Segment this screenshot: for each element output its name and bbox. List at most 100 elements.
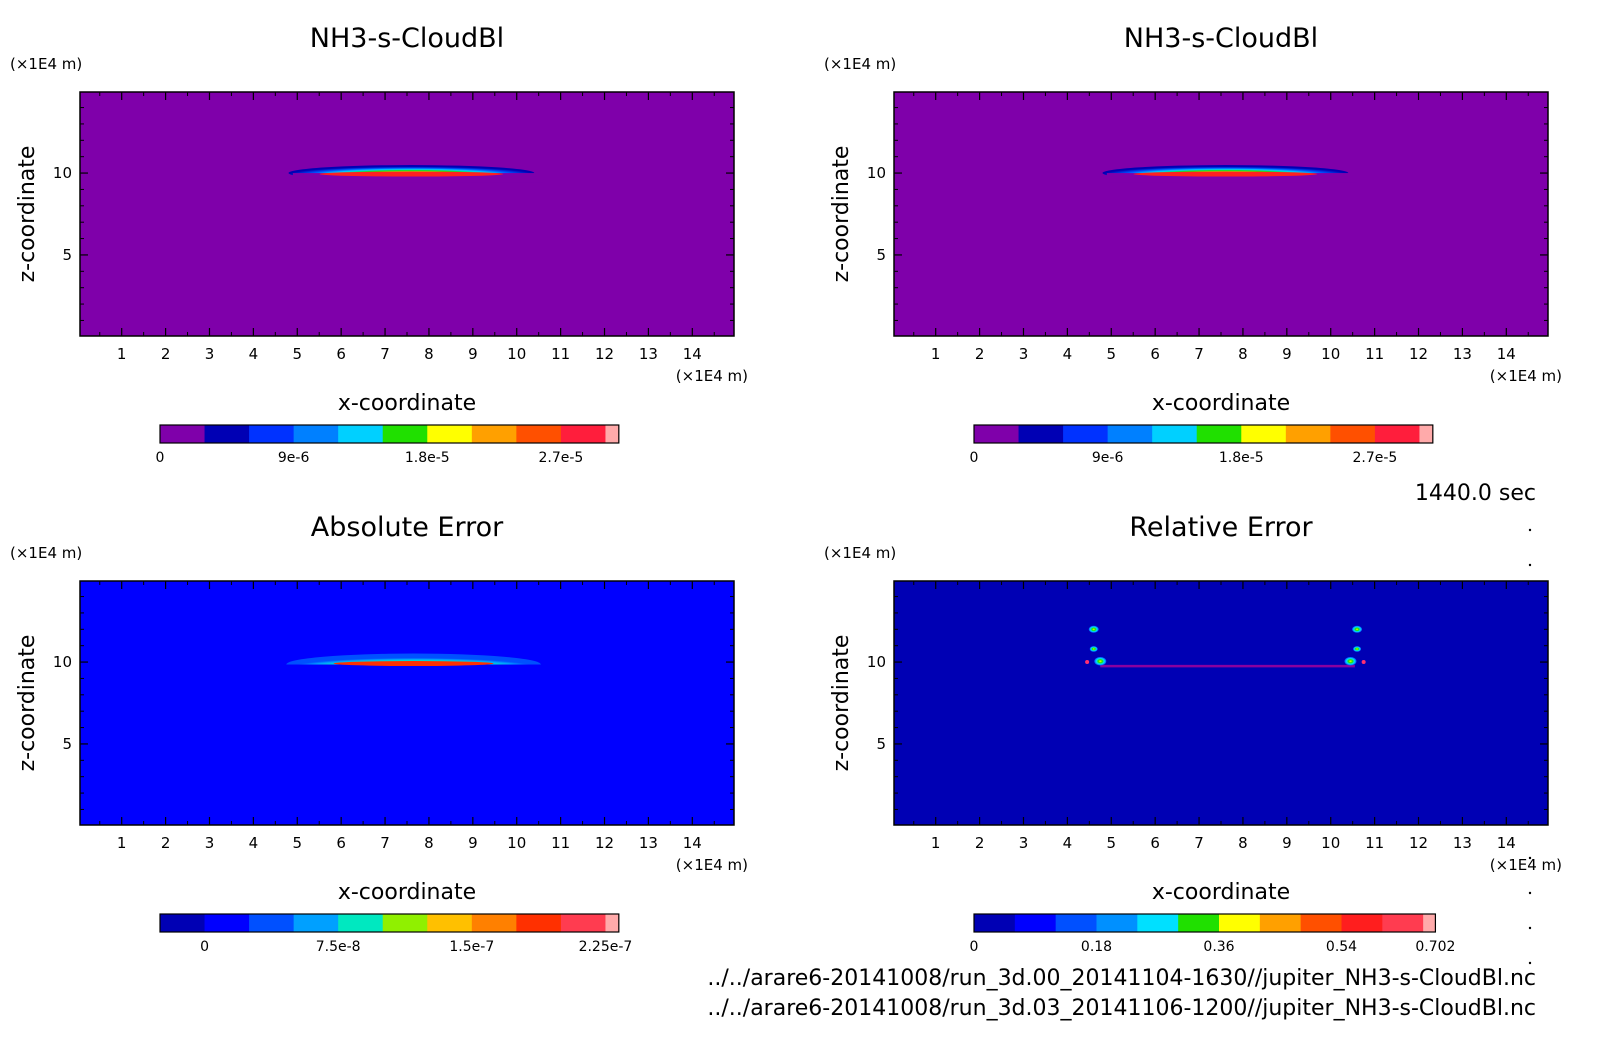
colorbar-segment	[293, 425, 339, 443]
relative-error-spot	[1085, 660, 1090, 665]
colorbar-segment	[160, 914, 206, 932]
x-tick-label: 5	[1106, 834, 1116, 852]
x-tick-label: 8	[424, 834, 434, 852]
colorbar-segment	[1341, 914, 1383, 932]
colorbar-tick-label: 7.5e-8	[316, 939, 361, 955]
colorbar-tick-label: 0.18	[1081, 939, 1112, 955]
colorbar-frame	[159, 913, 620, 933]
x-tick-label: 9	[1282, 834, 1292, 852]
x-unit-label: (×1E4 m)	[1490, 856, 1562, 874]
x-tick-label: 1	[117, 834, 127, 852]
x-tick-label: 4	[1063, 345, 1073, 363]
colorbar-tick-label: 2.7e-5	[538, 450, 583, 466]
y-tick-label: 5	[876, 735, 886, 753]
chart-title: NH3-s-CloudBl	[1124, 23, 1318, 54]
colorbar: 0 9e-6 1.8e-5 2.7e-5	[156, 424, 620, 466]
colorbar-tick-label: 1.8e-5	[1219, 450, 1264, 466]
x-tick-label: 13	[639, 345, 658, 363]
colorbar-tick-label: 9e-6	[278, 450, 310, 466]
x-axis-label: x-coordinate	[338, 391, 476, 416]
x-tick-label: 2	[161, 834, 171, 852]
x-tick-label: 9	[1282, 345, 1292, 363]
x-tick-label: 10	[507, 345, 526, 363]
colorbar-segment	[249, 425, 295, 443]
x-tick-label: 13	[1453, 834, 1472, 852]
x-tick-label: 8	[1238, 345, 1248, 363]
colorbar-segment	[1096, 914, 1138, 932]
plot-area	[894, 92, 1548, 336]
x-tick-label: 4	[249, 345, 259, 363]
colorbar-segment	[560, 425, 606, 443]
colorbar-tick-label: 1.5e-7	[449, 939, 494, 955]
x-tick-label: 12	[1409, 345, 1428, 363]
file-path-1: ../../arare6-20141008/run_3d.00_20141104…	[707, 966, 1536, 991]
x-tick-label: 10	[1321, 834, 1340, 852]
x-tick-label: 9	[468, 345, 478, 363]
colorbar-tick-label: 0.36	[1203, 939, 1234, 955]
x-tick-label: 7	[1194, 345, 1204, 363]
x-tick-label: 14	[1497, 345, 1516, 363]
colorbar-segment	[204, 914, 250, 932]
x-tick-label: 3	[205, 834, 215, 852]
colorbar-frame	[973, 424, 1434, 444]
error-layer-base	[284, 664, 548, 677]
colorbar: 0 0.18 0.36 0.54 0.702	[970, 913, 1455, 955]
x-unit-label: (×1E4 m)	[676, 367, 748, 385]
colorbar-frame	[159, 424, 620, 444]
field-features	[1102, 165, 1358, 183]
y-tick-label: 10	[867, 164, 886, 182]
y-axis-label: z-coordinate	[15, 146, 40, 283]
time-label: 1440.0 sec	[1415, 481, 1536, 506]
x-tick-label: 3	[205, 345, 215, 363]
field-features	[288, 165, 544, 183]
colorbar-segment	[160, 425, 206, 443]
colorbar-segment	[382, 914, 428, 932]
x-tick-label: 1	[931, 345, 941, 363]
x-tick-label: 4	[249, 834, 259, 852]
x-tick-label: 1	[117, 345, 127, 363]
colorbar-segment	[427, 914, 473, 932]
colorbar-segment	[1259, 914, 1302, 932]
colorbar-tick-label: 0	[970, 939, 979, 955]
y-unit-label: (×1E4 m)	[10, 55, 82, 73]
y-unit-label: (×1E4 m)	[824, 55, 896, 73]
cloud-core	[319, 171, 504, 177]
colorbar-segment	[1241, 425, 1287, 443]
colorbar-segment	[1055, 914, 1097, 932]
colorbar-tick-label: 0	[970, 450, 979, 466]
colorbar-segment	[338, 425, 384, 443]
chart-title: Absolute Error	[311, 512, 504, 543]
x-tick-label: 8	[1238, 834, 1248, 852]
decorative-dots	[1528, 528, 1532, 965]
x-tick-label: 11	[551, 834, 570, 852]
x-tick-label: 12	[595, 834, 614, 852]
x-tick-label: 3	[1019, 345, 1029, 363]
x-tick-label: 2	[975, 345, 985, 363]
colorbar-tick-label: 0.54	[1326, 939, 1357, 955]
chart-panel-1: NH3-s-CloudBl(×1E4 m)1 2 3 4 5 6 7 8 9 10 11 12 13 14…	[10, 23, 748, 466]
y-axis-label: z-coordinate	[829, 146, 854, 283]
cloud-layer-base	[1106, 173, 1358, 183]
x-tick-label: 5	[1106, 345, 1116, 363]
chart-panel-2: NH3-s-CloudBl(×1E4 m)1 2 3 4 5 6 7 8 9 10 11 12 13 14…	[824, 23, 1562, 466]
colorbar-segment	[1374, 425, 1420, 443]
colorbar-segment	[338, 914, 384, 932]
relative-error-spot	[1094, 657, 1107, 666]
chart-panel-3: Absolute Error(×1E4 m)1 2 3 4 5 6 7 8 9 10 11 12 13 1…	[10, 512, 748, 955]
plot-area	[80, 581, 734, 825]
x-tick-label: 12	[1409, 834, 1428, 852]
colorbar-segment	[471, 914, 517, 932]
colorbar-segment	[471, 425, 517, 443]
colorbar-segment	[1063, 425, 1109, 443]
relative-error-spot	[1344, 657, 1357, 666]
x-tick-label: 12	[595, 345, 614, 363]
plot-area	[894, 581, 1548, 825]
relative-error-spot	[1352, 625, 1363, 633]
x-tick-label: 6	[1150, 345, 1160, 363]
x-tick-label: 1	[931, 834, 941, 852]
x-tick-label: 7	[1194, 834, 1204, 852]
x-tick-label: 3	[1019, 834, 1029, 852]
x-tick-label: 14	[683, 345, 702, 363]
x-tick-label: 13	[639, 834, 658, 852]
x-tick-label: 14	[683, 834, 702, 852]
